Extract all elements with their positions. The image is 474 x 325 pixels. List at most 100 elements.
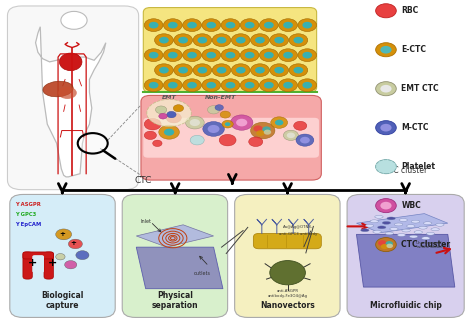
FancyBboxPatch shape	[8, 6, 138, 190]
Circle shape	[202, 49, 220, 61]
FancyBboxPatch shape	[10, 194, 115, 318]
Ellipse shape	[365, 224, 374, 227]
Circle shape	[236, 119, 247, 126]
Text: Physical
separation: Physical separation	[152, 291, 198, 310]
Circle shape	[193, 34, 212, 46]
FancyBboxPatch shape	[143, 118, 319, 158]
Polygon shape	[356, 214, 448, 233]
Ellipse shape	[373, 230, 381, 233]
Circle shape	[168, 52, 178, 58]
Circle shape	[259, 49, 278, 61]
Ellipse shape	[147, 99, 191, 126]
Text: Inlet: Inlet	[140, 219, 151, 224]
Circle shape	[187, 82, 197, 88]
Circle shape	[271, 117, 288, 128]
Circle shape	[167, 111, 176, 118]
Circle shape	[249, 137, 263, 147]
Circle shape	[264, 52, 273, 58]
Text: +: +	[59, 231, 65, 237]
Circle shape	[289, 34, 308, 46]
Circle shape	[203, 122, 224, 136]
Circle shape	[274, 67, 284, 73]
Circle shape	[298, 49, 317, 61]
Circle shape	[144, 131, 156, 139]
Text: anti-GPC3 antibody: anti-GPC3 antibody	[279, 232, 317, 236]
Circle shape	[376, 160, 396, 174]
Ellipse shape	[426, 232, 435, 235]
Circle shape	[187, 52, 197, 58]
FancyBboxPatch shape	[254, 233, 321, 249]
Circle shape	[190, 119, 200, 126]
FancyBboxPatch shape	[143, 7, 317, 92]
Circle shape	[251, 34, 269, 46]
Circle shape	[61, 11, 87, 29]
Circle shape	[298, 79, 317, 92]
Circle shape	[283, 82, 293, 88]
Ellipse shape	[431, 228, 439, 231]
Ellipse shape	[382, 221, 391, 224]
Circle shape	[164, 129, 174, 136]
Circle shape	[386, 244, 393, 248]
FancyBboxPatch shape	[235, 194, 340, 318]
FancyBboxPatch shape	[23, 252, 32, 279]
Ellipse shape	[399, 218, 408, 221]
Circle shape	[380, 46, 392, 54]
Text: Y EpCAM: Y EpCAM	[16, 222, 42, 227]
Circle shape	[144, 49, 163, 61]
Circle shape	[376, 238, 396, 252]
Ellipse shape	[436, 223, 444, 226]
Circle shape	[206, 22, 216, 29]
Ellipse shape	[414, 231, 422, 234]
Circle shape	[259, 19, 278, 32]
Circle shape	[298, 19, 317, 32]
Text: Microfluidic chip: Microfluidic chip	[370, 301, 442, 310]
Circle shape	[226, 22, 235, 29]
Circle shape	[245, 82, 255, 88]
Circle shape	[164, 49, 182, 61]
Ellipse shape	[394, 223, 403, 226]
Circle shape	[240, 49, 259, 61]
Circle shape	[279, 79, 297, 92]
Circle shape	[262, 126, 271, 132]
Polygon shape	[36, 27, 106, 177]
Circle shape	[221, 19, 240, 32]
Circle shape	[64, 261, 77, 269]
Circle shape	[206, 52, 216, 58]
Text: EMT: EMT	[162, 95, 176, 100]
Circle shape	[185, 116, 204, 129]
Circle shape	[236, 67, 246, 73]
Text: Y GPC3: Y GPC3	[16, 212, 36, 217]
Circle shape	[159, 67, 169, 73]
Circle shape	[254, 125, 263, 132]
Circle shape	[187, 22, 197, 29]
Text: E-CTC: E-CTC	[401, 45, 427, 54]
Circle shape	[164, 79, 182, 92]
Circle shape	[293, 37, 303, 44]
Circle shape	[231, 34, 250, 46]
Circle shape	[270, 261, 305, 285]
Ellipse shape	[377, 226, 386, 229]
Circle shape	[264, 22, 273, 29]
Circle shape	[149, 82, 158, 88]
FancyBboxPatch shape	[32, 255, 44, 273]
Circle shape	[144, 79, 163, 92]
FancyBboxPatch shape	[122, 194, 228, 318]
Circle shape	[202, 79, 220, 92]
Circle shape	[385, 241, 393, 246]
Circle shape	[230, 115, 253, 130]
Circle shape	[283, 52, 293, 58]
Circle shape	[376, 121, 396, 135]
Circle shape	[155, 34, 173, 46]
FancyBboxPatch shape	[44, 252, 54, 279]
Circle shape	[376, 82, 396, 96]
Circle shape	[174, 64, 192, 77]
Circle shape	[274, 37, 284, 44]
Circle shape	[380, 124, 392, 132]
FancyBboxPatch shape	[347, 194, 464, 318]
Circle shape	[182, 19, 201, 32]
Ellipse shape	[375, 215, 383, 218]
Circle shape	[251, 122, 275, 139]
Circle shape	[236, 37, 246, 44]
Circle shape	[56, 254, 65, 260]
Circle shape	[168, 82, 178, 88]
